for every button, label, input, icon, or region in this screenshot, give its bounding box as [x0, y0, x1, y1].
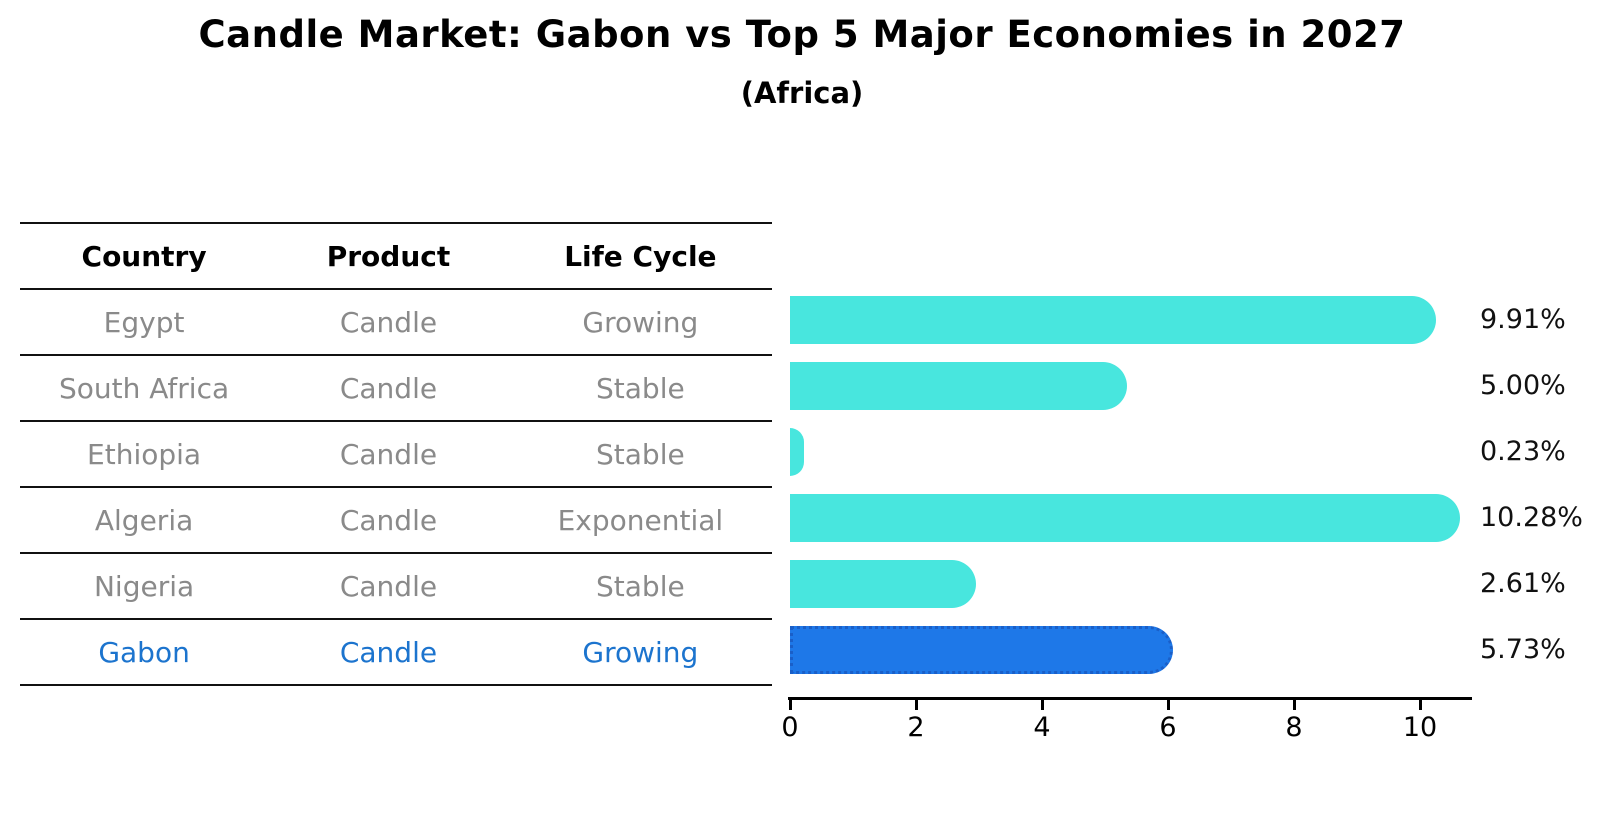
table-cell-product: Candle — [339, 503, 438, 537]
bar-value-label: 2.61% — [1480, 568, 1566, 599]
table-cell-life-cycle: Growing — [582, 305, 699, 339]
table-cell-country: Ethiopia — [87, 437, 202, 471]
table-cell-country: Algeria — [94, 503, 194, 537]
x-tick-label: 4 — [1033, 712, 1051, 743]
bar-value-label: 5.00% — [1480, 370, 1566, 401]
table-header-cell: Product — [326, 239, 451, 273]
x-tick-label: 10 — [1402, 712, 1438, 743]
table-cell-life-cycle: Stable — [596, 569, 685, 603]
chart-subtitle: (Africa) — [740, 76, 864, 110]
bar-value-label: 10.28% — [1480, 502, 1583, 533]
table-cell-product: Candle — [339, 635, 438, 669]
table-row: Gabon Candle Growing — [20, 620, 772, 686]
table-cell-country: Gabon — [98, 635, 190, 669]
table-cell-product: Candle — [339, 437, 438, 471]
bar — [790, 494, 1460, 542]
x-tick-label: 6 — [1159, 712, 1177, 743]
x-tick-label: 0 — [781, 712, 799, 743]
table-cell-country: Nigeria — [93, 569, 195, 603]
table-cell-country: Egypt — [103, 305, 185, 339]
table-cell-product: Candle — [339, 371, 438, 405]
table-cell-life-cycle: Stable — [596, 437, 685, 471]
table-cell-life-cycle: Stable — [596, 371, 685, 405]
table-row: Algeria Candle Exponential — [20, 488, 772, 554]
table-header-cell: Country — [81, 239, 207, 273]
bar — [790, 560, 977, 608]
table-row: Egypt Candle Growing — [20, 290, 772, 356]
x-axis-line — [788, 697, 1472, 700]
bar-value-label: 5.73% — [1480, 634, 1566, 665]
x-tick — [1293, 700, 1296, 710]
country-table: Country Product Life Cycle Egypt Candle Growi… — [20, 222, 772, 686]
bar-value-label: 9.91% — [1480, 304, 1566, 335]
table-row: South Africa Candle Stable — [20, 356, 772, 422]
x-tick — [1419, 700, 1422, 710]
bar-value-label: 0.23% — [1480, 436, 1566, 467]
x-tick — [1167, 700, 1170, 710]
table-header-cell: Life Cycle — [564, 239, 717, 273]
x-tick — [1041, 700, 1044, 710]
x-tick-label: 2 — [907, 712, 925, 743]
bar — [790, 362, 1127, 410]
table-row: Nigeria Candle Stable — [20, 554, 772, 620]
bar — [790, 296, 1437, 344]
table-row: Ethiopia Candle Stable — [20, 422, 772, 488]
x-tick — [915, 700, 918, 710]
x-tick-label: 8 — [1285, 712, 1303, 743]
bar — [790, 428, 805, 476]
table-cell-country: South Africa — [59, 371, 230, 405]
chart-title: Candle Market: Gabon vs Top 5 Major Econ… — [198, 13, 1406, 56]
table-cell-life-cycle: Exponential — [557, 503, 724, 537]
table-cell-product: Candle — [339, 569, 438, 603]
x-tick — [789, 700, 792, 710]
table-header-row: Country Product Life Cycle — [20, 222, 772, 290]
table-cell-product: Candle — [339, 305, 438, 339]
bar-gabon-highlighted — [790, 626, 1173, 674]
table-cell-life-cycle: Growing — [582, 635, 699, 669]
